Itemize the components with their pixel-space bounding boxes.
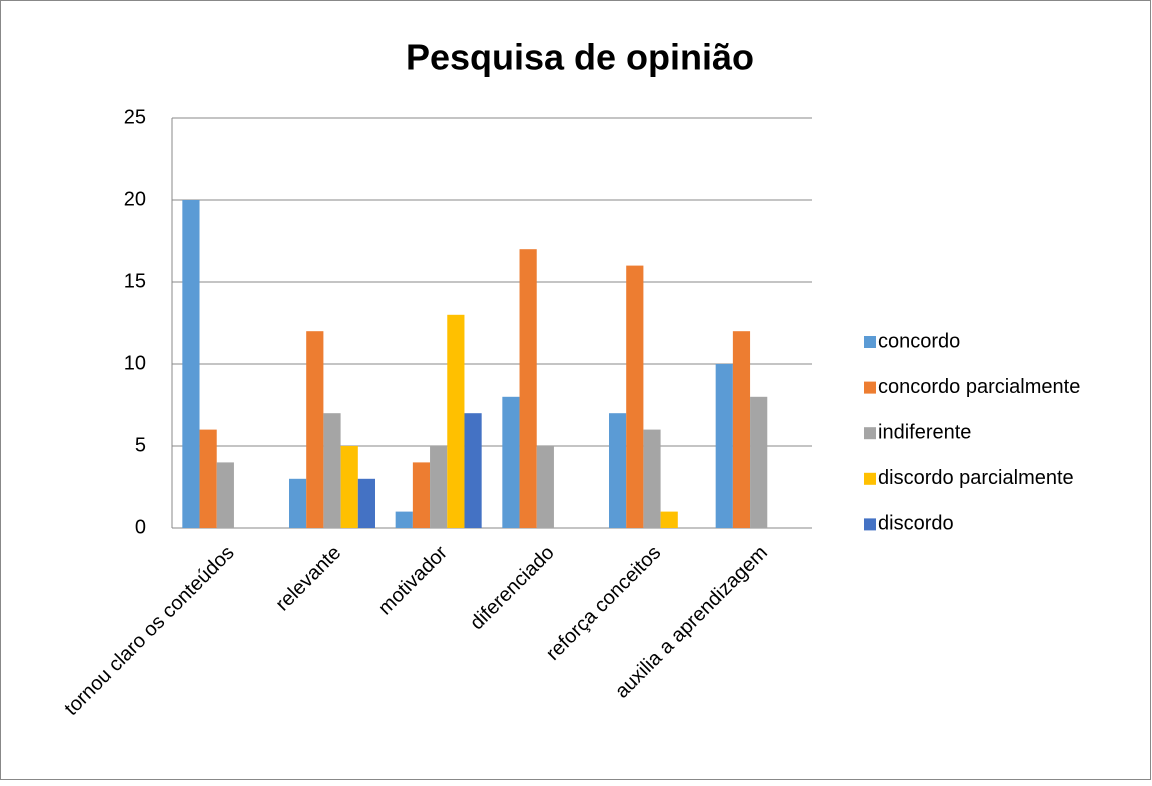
- bar: [412, 462, 431, 528]
- bar: [289, 478, 307, 528]
- legend-label: indiferente: [878, 421, 971, 443]
- bar: [430, 446, 448, 528]
- legend-swatch: [864, 472, 876, 485]
- bar: [306, 331, 324, 528]
- legend-swatch: [864, 336, 876, 348]
- y-tick-label: 20: [124, 188, 146, 210]
- legend-label: concordo parcialmente: [878, 376, 1080, 398]
- bar: [609, 413, 627, 528]
- bar: [464, 413, 482, 528]
- bar: [395, 511, 413, 528]
- bar: [216, 462, 234, 528]
- legend-swatch: [864, 381, 876, 394]
- legend-label: concordo: [878, 330, 960, 352]
- bar: [502, 396, 520, 528]
- bar: [447, 314, 465, 528]
- bar: [536, 446, 554, 528]
- y-tick-label: 0: [135, 516, 146, 538]
- y-tick-label: 10: [124, 352, 146, 374]
- bar: [750, 396, 768, 528]
- bar: [519, 249, 537, 528]
- bar: [660, 511, 678, 528]
- bar: [340, 446, 358, 528]
- y-tick-label: 25: [124, 106, 146, 128]
- y-tick-label: 15: [124, 270, 146, 292]
- bar: [199, 429, 217, 528]
- legend-swatch: [864, 518, 876, 531]
- bar: [182, 200, 200, 528]
- y-tick-label: 5: [135, 434, 146, 456]
- bar: [323, 413, 341, 528]
- bar: [626, 265, 644, 528]
- chart-title: Pesquisa de opinião: [406, 37, 754, 78]
- legend-label: discordo parcialmente: [878, 467, 1074, 489]
- bar: [357, 478, 375, 528]
- legend-swatch: [864, 427, 876, 440]
- bar: [715, 364, 733, 528]
- legend-label: discordo: [878, 513, 954, 535]
- bar: [732, 331, 751, 528]
- bar: [643, 429, 661, 528]
